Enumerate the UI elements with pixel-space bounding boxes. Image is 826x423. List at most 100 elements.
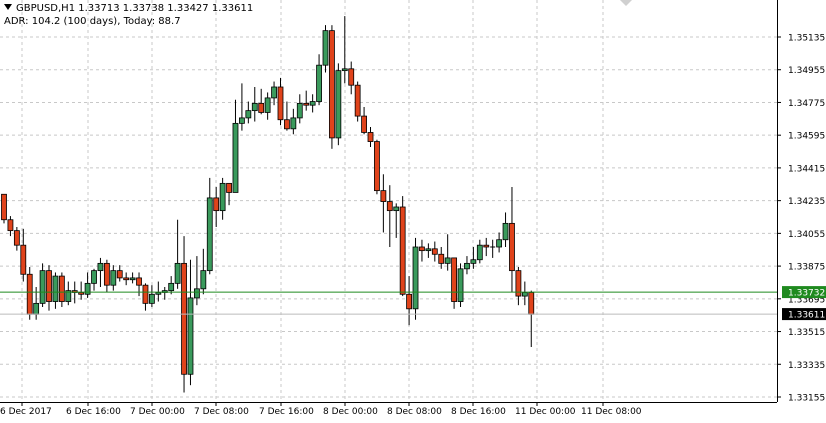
ask-price-label-bg	[782, 286, 826, 299]
candle	[226, 182, 232, 206]
candle	[91, 268, 97, 291]
candle	[97, 257, 104, 287]
candle-body	[399, 206, 406, 295]
candle-body	[380, 190, 387, 202]
candle-body	[46, 270, 52, 302]
candle-body	[361, 115, 367, 133]
y-tick-label: 1.33155	[788, 394, 825, 404]
candle	[425, 243, 432, 258]
candle	[290, 108, 297, 135]
y-tick-label: 1.33515	[788, 328, 825, 338]
x-tick-label: 7 Dec 00:00	[130, 407, 185, 417]
candle-body	[277, 86, 284, 121]
candle-body	[20, 244, 27, 275]
candle-body	[123, 277, 130, 281]
candle	[303, 90, 310, 111]
candle-body	[136, 277, 142, 286]
candle	[502, 212, 509, 247]
candle	[496, 232, 503, 253]
candle-body	[476, 244, 483, 261]
candle	[258, 88, 265, 115]
candle-body	[181, 262, 187, 375]
candle	[239, 83, 245, 131]
candle-body	[264, 97, 271, 113]
candle-body	[322, 30, 329, 66]
candle-body	[284, 119, 290, 130]
candle-body	[148, 293, 155, 304]
candle-body	[316, 64, 322, 102]
candle-body	[431, 248, 438, 255]
candle-body	[521, 292, 528, 297]
candle	[322, 25, 329, 73]
candle-body	[39, 270, 46, 304]
symbol-ohlc-text: GBPUSD,H1 1.33713 1.33738 1.33427 1.3361…	[16, 3, 254, 14]
candle	[161, 287, 168, 300]
candle	[515, 267, 522, 306]
dropdown-triangle-icon[interactable]	[4, 4, 12, 10]
y-tick-label: 1.33695	[788, 295, 825, 305]
candle-body	[187, 297, 194, 375]
candle-body	[142, 284, 149, 304]
y-tick-label: 1.34775	[788, 99, 825, 109]
grid-layer	[0, 0, 777, 402]
indicator-text: ADR: 104.2 (100 days), Today: 88.7	[4, 16, 181, 27]
candle	[78, 281, 85, 300]
candle-body	[464, 262, 470, 270]
candle-body	[174, 262, 181, 284]
candle-body	[26, 273, 33, 315]
candle	[335, 63, 342, 146]
chart-shift-icon	[620, 0, 632, 6]
candle	[309, 94, 316, 113]
candle-body	[219, 182, 226, 212]
candle-body	[168, 282, 175, 292]
candle-body	[206, 197, 213, 272]
candle	[367, 127, 374, 147]
candle-body	[226, 182, 232, 193]
candle	[271, 81, 277, 106]
price-line-layer	[0, 291, 777, 315]
y-tick-label: 1.34055	[788, 230, 825, 240]
candle-body	[528, 292, 535, 315]
candle	[380, 174, 387, 233]
y-tick-label: 1.34595	[788, 132, 825, 142]
candle-body	[309, 101, 316, 106]
candle-body	[84, 282, 91, 295]
candle	[296, 94, 303, 124]
candle	[457, 263, 464, 307]
candle-body	[213, 197, 220, 212]
candle	[451, 257, 458, 309]
candle	[464, 256, 470, 275]
candle	[431, 241, 438, 262]
candle	[406, 276, 412, 326]
candle-body	[502, 222, 509, 241]
candle	[123, 272, 130, 286]
candle-body	[354, 84, 361, 117]
candle	[316, 54, 322, 106]
candle-body	[329, 30, 335, 139]
candle	[187, 259, 194, 386]
x-tick-label: 8 Dec 00:00	[323, 407, 378, 417]
candle-body	[419, 246, 425, 252]
x-tick-label: 11 Dec 00:00	[515, 407, 576, 417]
bid-price-label-bg	[782, 308, 826, 321]
candle-body	[58, 275, 65, 302]
candle	[213, 187, 220, 227]
candle	[200, 248, 207, 295]
candle-body	[155, 292, 162, 295]
candle	[476, 239, 483, 264]
candle	[20, 228, 27, 282]
candle	[142, 283, 149, 311]
candle	[39, 263, 46, 307]
candle	[264, 92, 271, 120]
candle	[193, 256, 200, 306]
candle	[419, 239, 425, 262]
candle-body	[412, 246, 419, 310]
candle-body	[335, 70, 342, 139]
candle	[219, 177, 226, 220]
candle-layer	[1, 16, 535, 393]
symbol-header: GBPUSD,H1 1.33713 1.33738 1.33427 1.3361…	[4, 3, 253, 14]
y-tick-label: 1.34235	[788, 197, 825, 207]
